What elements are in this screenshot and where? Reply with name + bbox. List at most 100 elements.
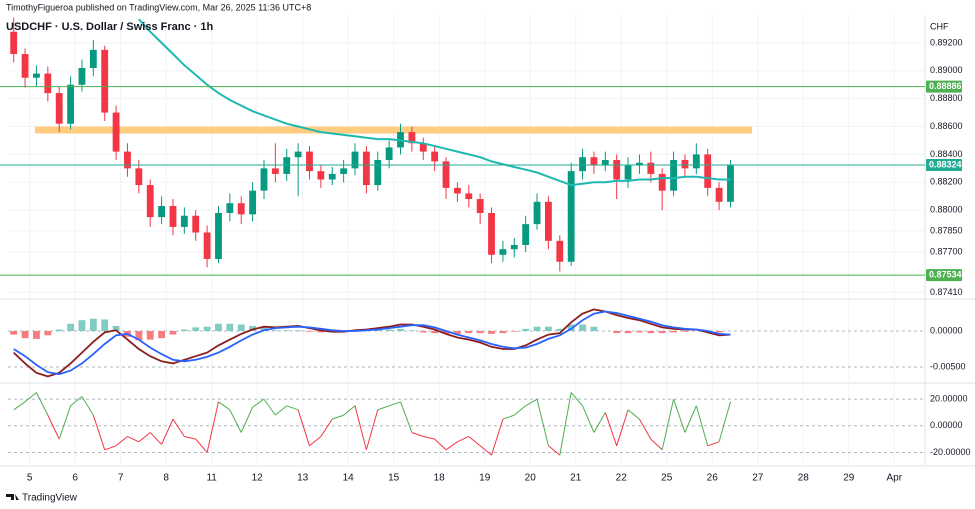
y-tick-label: -20.00000 (930, 447, 971, 457)
oscillator-segment (684, 405, 697, 433)
histogram-bar (408, 330, 416, 331)
oscillator-segment (149, 432, 162, 445)
histogram-bar (271, 330, 279, 331)
histogram-bar (476, 330, 484, 334)
oscillator-segment (388, 401, 401, 407)
histogram-bar (44, 330, 52, 336)
histogram-bar (715, 330, 723, 333)
oscillator-segment (252, 398, 265, 408)
histogram-bar (613, 330, 621, 334)
x-tick-label: 13 (297, 473, 309, 484)
x-tick-label: 21 (570, 473, 582, 484)
oscillator-segment (661, 399, 675, 450)
candle-body (499, 249, 507, 255)
histogram-bar (499, 330, 507, 334)
histogram-bar (260, 327, 268, 331)
x-tick-label: 12 (252, 473, 264, 484)
oscillator-segment (58, 405, 72, 440)
oscillator-segment (115, 436, 128, 447)
x-tick-label: 22 (616, 473, 628, 484)
oscillator-segment (365, 409, 379, 450)
oscillator-segment (502, 414, 515, 420)
oscillator-segment (468, 436, 481, 447)
histogram-bar (294, 330, 302, 331)
candle-body (226, 203, 234, 213)
candle-body (306, 151, 313, 172)
histogram-bar (385, 329, 393, 331)
candle-body (670, 159, 677, 191)
histogram-bar (488, 330, 495, 334)
oscillator-segment (161, 418, 174, 445)
chart-title: USDCHF · U.S. Dollar / Swiss Franc · 1h (6, 21, 213, 33)
y-tick-label: 0.88600 (930, 121, 963, 131)
candle-body (385, 147, 393, 160)
brand-logo (6, 494, 19, 500)
candle-body (590, 157, 598, 166)
candle-body (101, 49, 109, 113)
x-tick-label: 8 (163, 473, 169, 484)
histogram-bar (522, 328, 530, 331)
histogram-bar (158, 330, 166, 339)
histogram-bar (237, 324, 245, 331)
x-tick-label: 6 (72, 473, 78, 484)
candle-body (158, 205, 166, 218)
oscillator-segment (81, 396, 94, 416)
candle-body (351, 151, 359, 169)
candle-body (112, 112, 120, 152)
oscillator-segment (229, 409, 242, 433)
histogram-bar (419, 330, 427, 333)
histogram-bar (192, 327, 200, 331)
histogram-bar (33, 330, 40, 339)
oscillator-segment (604, 412, 618, 446)
oscillator-segment (92, 414, 106, 450)
oscillator-segment (411, 431, 424, 437)
oscillator-segment (616, 409, 629, 446)
x-tick-label: 28 (798, 473, 810, 484)
brand: TradingView (22, 493, 78, 504)
candle-body (78, 67, 86, 85)
header: TimothyFigueroa published on TradingView… (6, 2, 311, 12)
candle-body (601, 159, 609, 166)
candle-body (169, 205, 177, 227)
candle-body (636, 162, 643, 166)
candle-body (67, 84, 74, 124)
oscillator-segment (332, 414, 344, 420)
histogram-bar (112, 325, 120, 331)
plot: 5 6 7 8 11 12 13 14 15 18 19 20 21 22 25 26 27 28 29 Apr 0.8… (0, 15, 971, 484)
histogram-bar (658, 330, 666, 334)
candle-body (658, 173, 666, 191)
x-tick-label: 15 (388, 473, 400, 484)
oscillator-segment (195, 438, 208, 453)
oscillator-segment (718, 401, 731, 442)
oscillator-segment (638, 418, 652, 440)
candle-body (488, 212, 495, 255)
histogram-bar (510, 330, 518, 332)
histogram-bar (89, 318, 97, 331)
y-tick-label: 0.88200 (930, 177, 963, 187)
candle-body (533, 201, 541, 225)
candle-body (510, 245, 518, 250)
candle-body (89, 49, 97, 68)
candle-body (124, 151, 131, 169)
candle-body (317, 171, 325, 180)
candle-body (681, 159, 689, 169)
oscillator-segment (138, 432, 151, 443)
candle-body (579, 157, 586, 172)
oscillator-segment (343, 405, 356, 416)
y-tick-label: -0.00500 (930, 361, 966, 371)
candle-body (613, 159, 621, 180)
y-tick-label: 0.87850 (930, 225, 963, 235)
oscillator-segment (536, 399, 549, 446)
y-tick-label: 20.00000 (930, 394, 968, 404)
oscillator-segment (423, 435, 435, 440)
histogram-bar (317, 330, 325, 333)
histogram-bar (78, 320, 86, 331)
histogram-bar (681, 330, 689, 332)
level-label-box (926, 159, 962, 172)
y-tick-label: 0.88800 (930, 93, 963, 103)
histogram-bar (397, 328, 404, 331)
histogram-bar (533, 326, 541, 331)
histogram-bar (226, 323, 234, 331)
histogram-bar (431, 330, 439, 334)
candle-body (21, 54, 29, 78)
